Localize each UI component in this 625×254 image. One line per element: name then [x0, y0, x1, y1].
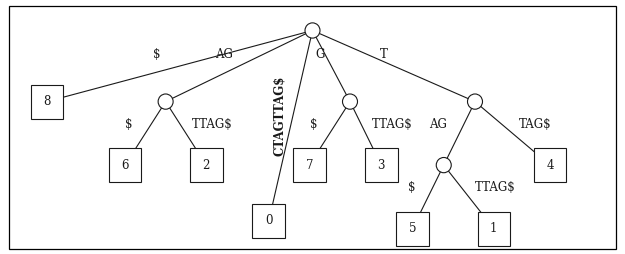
Text: CTAGTTAG$: CTAGTTAG$	[273, 75, 286, 156]
Text: 7: 7	[306, 158, 313, 172]
FancyBboxPatch shape	[9, 6, 616, 249]
FancyBboxPatch shape	[293, 148, 326, 182]
Ellipse shape	[342, 94, 357, 109]
Text: $: $	[310, 118, 318, 131]
Text: 6: 6	[121, 158, 129, 172]
Text: G: G	[316, 48, 325, 61]
Text: AG: AG	[429, 118, 447, 131]
FancyBboxPatch shape	[534, 148, 566, 182]
FancyBboxPatch shape	[190, 148, 222, 182]
Text: TTAG$: TTAG$	[372, 118, 413, 131]
FancyBboxPatch shape	[396, 212, 429, 246]
Ellipse shape	[158, 94, 173, 109]
Text: 4: 4	[546, 158, 554, 172]
Text: T: T	[379, 48, 388, 61]
Ellipse shape	[468, 94, 482, 109]
FancyBboxPatch shape	[31, 85, 63, 119]
Text: $: $	[408, 181, 416, 194]
Text: 1: 1	[490, 222, 498, 235]
Text: AG: AG	[215, 48, 232, 61]
Text: $: $	[125, 118, 133, 131]
Ellipse shape	[436, 157, 451, 173]
FancyBboxPatch shape	[109, 148, 141, 182]
Text: $: $	[153, 48, 161, 61]
Text: 2: 2	[202, 158, 210, 172]
FancyBboxPatch shape	[253, 204, 285, 238]
Text: TTAG$: TTAG$	[475, 181, 516, 194]
Ellipse shape	[305, 23, 320, 38]
Text: TTAG$: TTAG$	[192, 118, 233, 131]
Text: 5: 5	[409, 222, 416, 235]
Text: 8: 8	[43, 95, 51, 108]
FancyBboxPatch shape	[365, 148, 398, 182]
Text: TAG$: TAG$	[519, 118, 551, 131]
FancyBboxPatch shape	[478, 212, 510, 246]
Text: 3: 3	[378, 158, 385, 172]
Text: 0: 0	[265, 214, 272, 228]
